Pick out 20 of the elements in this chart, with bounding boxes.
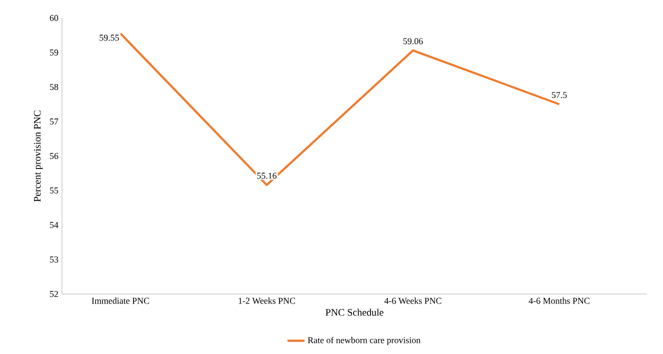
data-label: 57.5	[552, 92, 567, 98]
data-label: 55.16	[257, 172, 277, 179]
y-tick-label: 54	[50, 222, 58, 228]
legend-label: Rate of newborn care provision	[308, 336, 420, 346]
x-tick-label: 4-6 Weeks PNC	[384, 298, 442, 304]
y-tick-label: 60	[50, 14, 58, 22]
y-axis-title: Percent provision PNC	[34, 110, 43, 202]
y-tick-label: 53	[50, 256, 58, 263]
y-tick-label: 55	[50, 188, 58, 194]
x-tick-label: 4-6 Months PNC	[528, 298, 590, 304]
x-tick-label: Immediate PNC	[92, 298, 150, 304]
y-tick-label: 56	[50, 152, 58, 160]
data-label: 59.06	[403, 38, 423, 44]
x-axis-title: PNC Schedule	[326, 308, 384, 316]
data-label: 59.55	[100, 34, 119, 41]
x-tick-label: 1-2 Weeks PNC	[238, 298, 296, 304]
y-tick-label: 52	[50, 290, 58, 298]
y-tick-label: 57	[50, 118, 58, 124]
y-tick-label: 58	[50, 84, 58, 90]
y-tick-label: 59	[50, 49, 58, 56]
